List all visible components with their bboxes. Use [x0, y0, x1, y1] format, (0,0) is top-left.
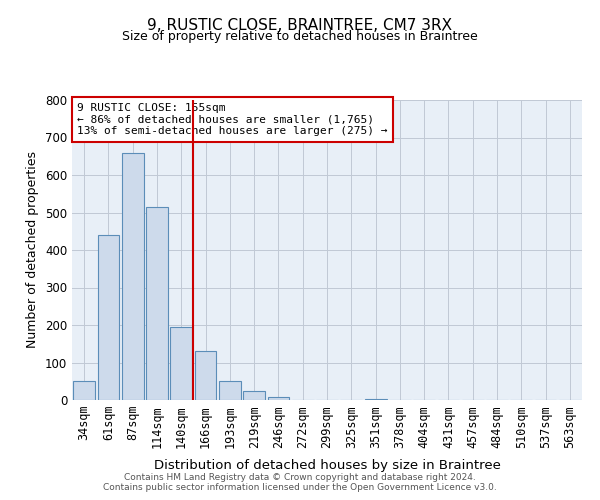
Bar [194, 351, 217, 400]
Bar [170, 327, 192, 400]
Bar [73, 381, 95, 400]
Bar [219, 381, 241, 400]
Y-axis label: Number of detached properties: Number of detached properties [26, 152, 40, 348]
Bar [146, 207, 168, 400]
Bar [268, 397, 289, 400]
Text: 9 RUSTIC CLOSE: 155sqm
← 86% of detached houses are smaller (1,765)
13% of semi-: 9 RUSTIC CLOSE: 155sqm ← 86% of detached… [77, 103, 388, 136]
Text: Size of property relative to detached houses in Braintree: Size of property relative to detached ho… [122, 30, 478, 43]
Text: Contains public sector information licensed under the Open Government Licence v3: Contains public sector information licen… [103, 484, 497, 492]
Text: Contains HM Land Registry data © Crown copyright and database right 2024.: Contains HM Land Registry data © Crown c… [124, 472, 476, 482]
Bar [365, 398, 386, 400]
Bar [122, 152, 143, 400]
Text: 9, RUSTIC CLOSE, BRAINTREE, CM7 3RX: 9, RUSTIC CLOSE, BRAINTREE, CM7 3RX [148, 18, 452, 32]
Bar [243, 390, 265, 400]
X-axis label: Distribution of detached houses by size in Braintree: Distribution of detached houses by size … [154, 458, 500, 471]
Bar [97, 235, 119, 400]
